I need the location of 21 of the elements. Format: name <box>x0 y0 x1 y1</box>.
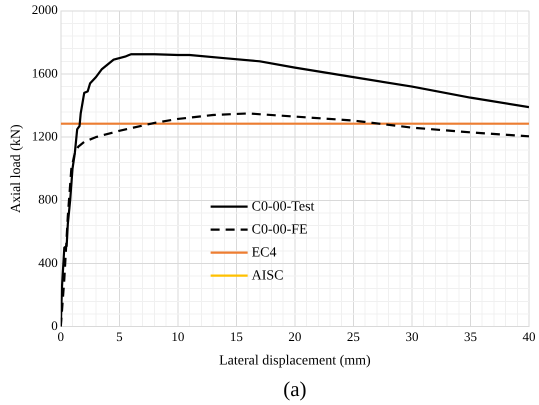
legend-label: C0-00-Test <box>252 199 315 214</box>
x-tick-label: 5 <box>116 328 123 344</box>
text: (a) <box>283 377 307 402</box>
legend-label: C0-00-FE <box>252 222 308 238</box>
x-tick-label: 35 <box>464 328 477 344</box>
x-tick-label: 20 <box>288 328 302 344</box>
x-tick-label: 15 <box>230 328 243 344</box>
x-tick-label: 40 <box>522 328 536 344</box>
y-axis-title: Axial load (kN) <box>9 124 24 214</box>
legend-label: AISC <box>252 268 284 284</box>
y-tick-label: 1600 <box>32 65 58 80</box>
x-tick-label: 10 <box>171 328 184 344</box>
x-axis-title: Lateral displacement (mm) <box>219 353 372 368</box>
y-tick-label: 0 <box>51 318 58 334</box>
x-tick-label: 25 <box>346 328 360 344</box>
legend-label: EC4 <box>252 245 277 260</box>
y-tick-label: 800 <box>38 192 58 207</box>
y-tick-label: 2000 <box>32 2 58 18</box>
y-tick-label: 400 <box>38 254 58 270</box>
x-tick-label: 30 <box>405 328 418 344</box>
y-tick-label: 1200 <box>32 128 58 144</box>
